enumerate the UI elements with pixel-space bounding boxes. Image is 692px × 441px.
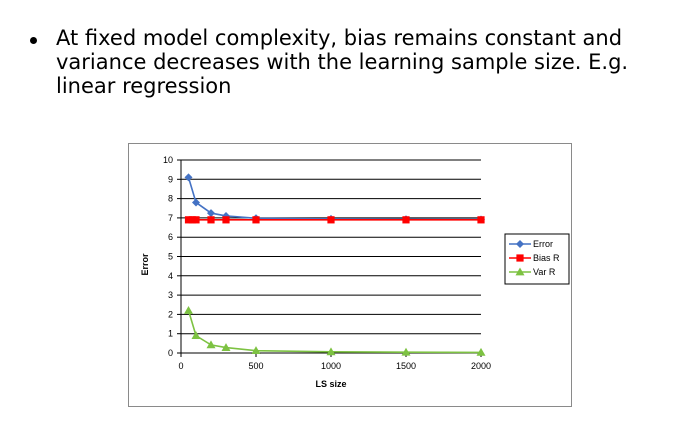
- bullet-point-icon: [30, 37, 37, 44]
- y-tick-labels: 0 1 2 3 4 5 6 7 8 9 10: [163, 155, 173, 358]
- data-point: [207, 209, 215, 218]
- legend-box: [504, 233, 570, 285]
- y-tick-label: 1: [168, 329, 173, 339]
- chart-gridlines: [181, 159, 481, 335]
- y-tick-label: 6: [168, 232, 173, 242]
- legend-item: Error: [509, 239, 553, 249]
- data-point: [327, 216, 335, 224]
- bullet-line: At fixed model complexity, bias remains …: [56, 26, 623, 50]
- data-point: [252, 216, 260, 224]
- slide-bullet: At fixed model complexity, bias remains …: [30, 26, 670, 98]
- x-tick-label: 1000: [321, 361, 341, 371]
- bullet-text: At fixed model complexity, bias remains …: [56, 26, 628, 98]
- legend-label: Var R: [533, 267, 556, 277]
- data-point: [184, 173, 193, 182]
- x-axis-title: LS size: [315, 379, 346, 389]
- x-tick-label: 2000: [471, 361, 491, 371]
- legend-item: Bias R: [509, 253, 560, 263]
- y-tick-label: 10: [163, 155, 173, 165]
- data-point: [188, 216, 196, 224]
- data-point: [192, 216, 200, 224]
- chart-axes: [177, 159, 482, 357]
- y-tick-label: 8: [168, 194, 173, 204]
- chart-frame: 0 1 2 3 4 5 6 7 8 9 10 0 500 1000 1500 2000 LS size Er…: [128, 143, 572, 407]
- data-point: [207, 216, 215, 224]
- x-tick-label: 1500: [396, 361, 416, 371]
- legend-marker: [516, 240, 524, 248]
- y-tick-label: 3: [168, 290, 173, 300]
- legend-item: Var R: [509, 267, 556, 277]
- y-tick-label: 0: [168, 348, 173, 358]
- legend-marker: [515, 267, 525, 276]
- y-tick-label: 7: [168, 213, 173, 223]
- data-point: [326, 347, 336, 356]
- data-point: [477, 216, 485, 224]
- series-bias-r: [184, 216, 485, 224]
- data-point: [192, 198, 200, 207]
- legend-marker: [516, 254, 524, 262]
- y-tick-label: 4: [168, 271, 173, 281]
- x-tick-label: 500: [248, 361, 263, 371]
- x-tick-label: 0: [178, 361, 183, 371]
- y-tick-label: 2: [168, 309, 173, 319]
- line-chart: 0 1 2 3 4 5 6 7 8 9 10 0 500 1000 1500 2000 LS size Er…: [140, 155, 570, 389]
- data-point: [184, 306, 193, 314]
- series-line: [187, 310, 482, 354]
- y-tick-label: 5: [168, 252, 173, 262]
- chart-series: [184, 173, 486, 356]
- chart-legend: Error Bias R Var R: [504, 233, 570, 285]
- data-point: [184, 216, 193, 224]
- y-axis-title: Error: [140, 253, 150, 276]
- data-point: [251, 346, 261, 355]
- data-point: [401, 347, 411, 356]
- bullet-line: variance decreases with the learning sam…: [56, 50, 629, 74]
- legend-label: Bias R: [533, 253, 560, 263]
- bullet-line: linear regression: [56, 74, 232, 98]
- series-var-r: [184, 306, 486, 356]
- data-point: [221, 343, 231, 351]
- legend-label: Error: [533, 239, 553, 249]
- data-point: [222, 216, 230, 224]
- x-tick-labels: 0 500 1000 1500 2000: [178, 361, 491, 371]
- data-point: [476, 347, 486, 356]
- data-point: [402, 216, 410, 224]
- data-point: [191, 331, 201, 340]
- data-point: [206, 340, 216, 349]
- y-tick-label: 9: [168, 174, 173, 184]
